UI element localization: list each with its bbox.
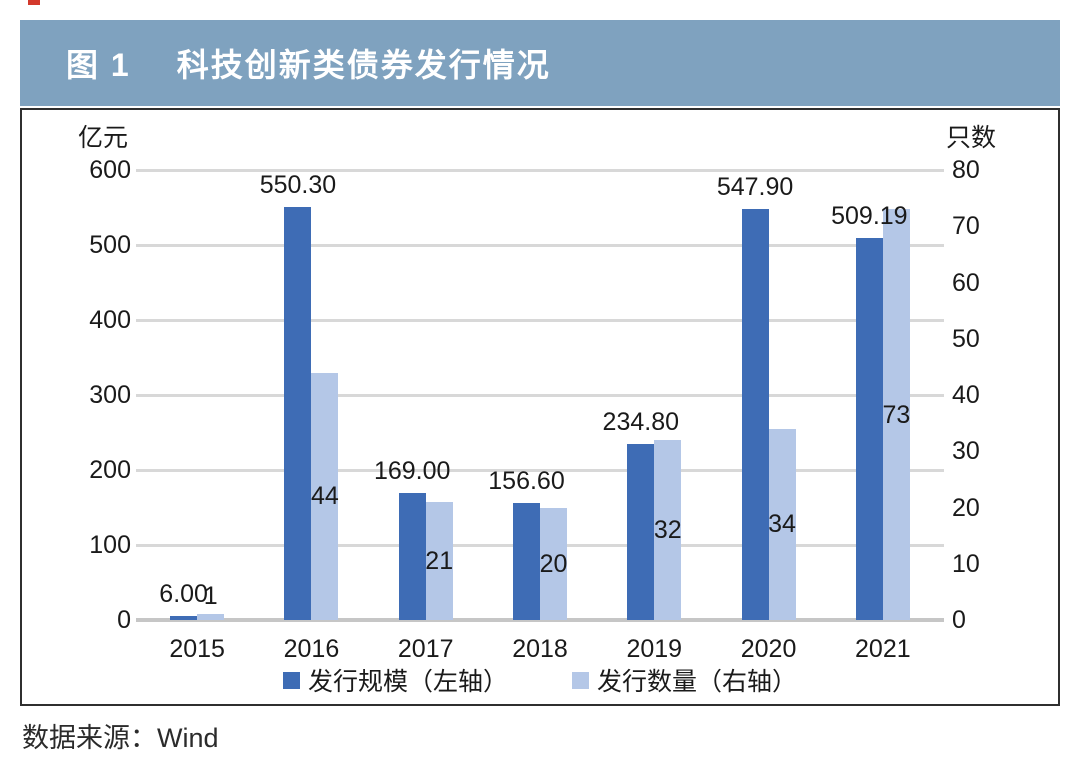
right-axis-tick: 60 (952, 268, 980, 297)
bar-issue-count (311, 372, 339, 620)
figure-number: 图 1 (66, 47, 131, 83)
gridline (136, 168, 944, 172)
right-axis-title: 只数 (946, 124, 997, 152)
legend-swatch-issue-scale (282, 671, 300, 689)
bar-issue-scale (741, 209, 769, 620)
left-axis-tick: 300 (89, 381, 131, 409)
count-value-label: 21 (425, 546, 454, 575)
bar-issue-count (654, 440, 682, 620)
bar-issue-count (540, 507, 567, 620)
x-axis-label: 2019 (626, 635, 683, 663)
left-axis-tick: 100 (89, 531, 131, 559)
gridline (136, 393, 944, 397)
right-axis-tick: 10 (952, 549, 980, 578)
count-value-label: 73 (882, 400, 911, 429)
scale-value-label: 234.80 (602, 407, 680, 436)
scale-value-label: 547.90 (716, 173, 794, 202)
x-axis-label: 2018 (512, 635, 568, 663)
gridline (136, 243, 944, 247)
count-value-label: 20 (539, 549, 568, 578)
count-value-label: 32 (653, 516, 682, 544)
bar-issue-scale (398, 493, 426, 620)
scale-value-label: 509.19 (831, 202, 908, 231)
scale-value-label: 550.30 (259, 171, 337, 200)
bar-issue-scale (284, 207, 312, 620)
bar-issue-scale (170, 615, 198, 620)
left-axis-tick: 0 (117, 606, 131, 634)
count-value-label: 34 (768, 510, 796, 539)
count-value-label: 44 (311, 482, 339, 511)
figure-header: 图 1 科技创新类债券发行情况 (20, 20, 1060, 106)
legend-label-issue-count: 发行数量（右轴） (597, 668, 798, 696)
legend: 发行规模（左轴） 发行数量（右轴） (20, 662, 1060, 698)
data-source: 数据来源：Wind (22, 723, 219, 753)
right-axis-tick: 50 (952, 324, 980, 353)
left-axis-tick: 400 (89, 306, 131, 334)
bar-issue-count (882, 209, 910, 620)
x-axis-baseline (136, 618, 944, 622)
bar-issue-scale (855, 238, 883, 620)
count-value-label: 1 (203, 582, 218, 611)
left-axis-tick: 600 (89, 156, 131, 184)
figure-title: 科技创新类债券发行情况 (176, 47, 551, 83)
red-artifact-mark (28, 0, 40, 5)
bar-issue-count (197, 614, 225, 620)
x-axis-label: 2016 (283, 635, 340, 663)
gridline (136, 468, 944, 472)
legend-swatch-issue-count (572, 671, 589, 689)
left-axis-title: 亿元 (77, 124, 128, 152)
x-axis-label: 2020 (740, 635, 797, 663)
legend-item-issue-count: 发行数量（右轴） (572, 662, 797, 698)
scale-value-label: 6.00 (159, 579, 208, 608)
legend-item-issue-scale: 发行规模（左轴） (282, 662, 508, 698)
right-axis-tick: 0 (952, 606, 966, 634)
right-axis-tick: 20 (952, 493, 980, 522)
scale-value-label: 169.00 (373, 457, 451, 486)
x-axis-label: 2017 (397, 635, 454, 663)
right-axis-tick: 30 (952, 437, 980, 466)
gridline (136, 318, 944, 322)
legend-label-issue-scale: 发行规模（左轴） (307, 668, 508, 696)
bar-issue-count (425, 501, 453, 620)
x-axis-label: 2021 (855, 635, 911, 663)
left-axis-tick: 500 (89, 231, 131, 259)
left-axis-tick: 200 (89, 456, 131, 484)
bar-issue-count (768, 428, 796, 620)
right-axis-tick: 70 (952, 212, 980, 241)
right-axis-tick: 80 (952, 156, 980, 184)
x-axis-label: 2015 (169, 635, 225, 663)
bar-issue-scale (627, 443, 655, 620)
right-axis-tick: 40 (952, 381, 980, 409)
scale-value-label: 156.60 (488, 466, 565, 495)
bar-issue-scale (513, 502, 540, 620)
